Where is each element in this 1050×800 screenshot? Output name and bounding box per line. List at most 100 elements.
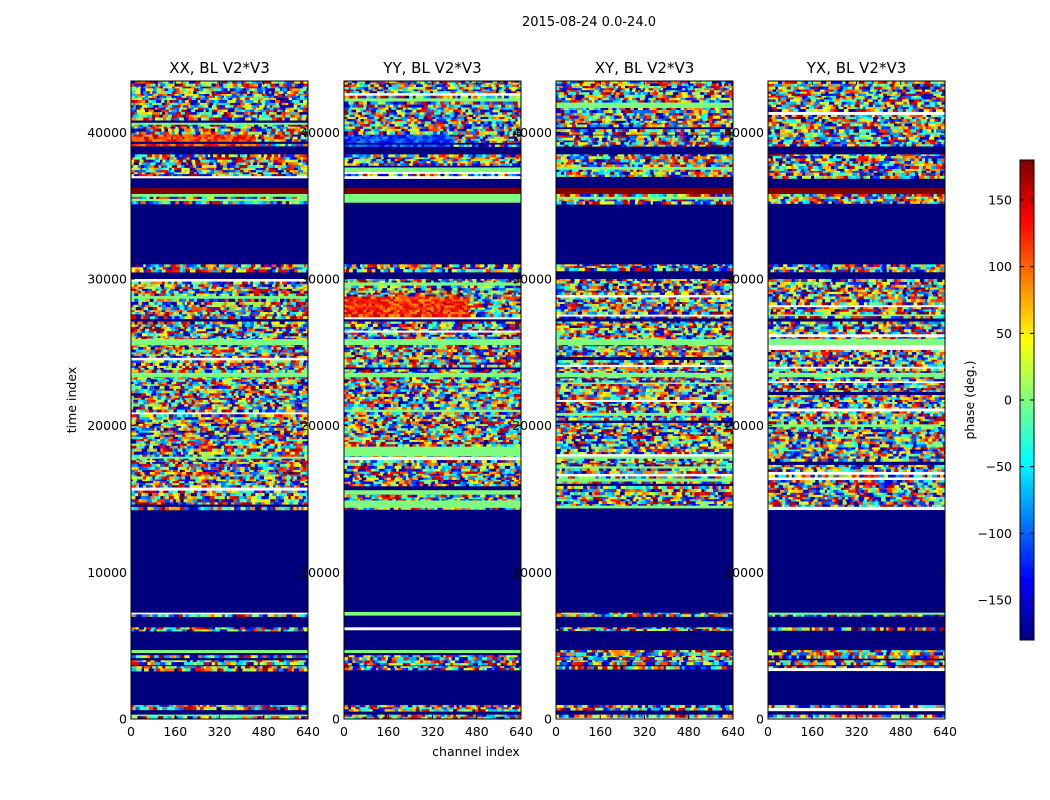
colorbar-tick-label: 50 (996, 326, 1012, 341)
y-tick-label: 30000 (300, 272, 340, 287)
band-noise (344, 81, 521, 135)
band-noise (131, 655, 308, 659)
band-noise (344, 321, 521, 510)
x-tick-label: 480 (252, 724, 276, 739)
x-tick-label: 640 (721, 724, 745, 739)
band-green (556, 339, 733, 345)
colorbar-tick-label: 0 (1004, 393, 1012, 408)
y-tick-label: 40000 (300, 125, 340, 140)
band-green (344, 500, 521, 508)
panel-title: XY, BL V2*V3 (595, 59, 695, 77)
band-noise (768, 321, 945, 511)
band-noise (556, 321, 733, 509)
x-tick-label: 160 (588, 724, 612, 739)
panel-title: YX, BL V2*V3 (806, 59, 907, 77)
band-redish (344, 296, 521, 318)
colorbar-tick-label: 150 (988, 193, 1012, 208)
band-green (344, 193, 521, 203)
band-noise (131, 660, 308, 666)
band-noise (768, 154, 945, 179)
x-tick-label: 320 (421, 724, 445, 739)
band-noise (556, 193, 733, 205)
band-noise (556, 612, 733, 617)
band-noise (344, 660, 521, 666)
band-noise (556, 705, 733, 711)
band-noise (768, 193, 945, 204)
band-noise (344, 655, 521, 661)
y-tick-label: 0 (544, 712, 552, 727)
y-tick-label: 40000 (87, 125, 127, 140)
band-noise (556, 655, 733, 661)
band-noise (768, 627, 945, 631)
band-noise (131, 264, 308, 273)
y-tick-label: 40000 (724, 125, 764, 140)
band-noise (768, 132, 945, 147)
y-tick-label: 10000 (512, 565, 552, 580)
band-green (131, 339, 308, 345)
y-tick-label: 20000 (300, 418, 340, 433)
band-noise (131, 612, 308, 618)
panel-1: XX, BL V2*V3 0 160 320 480 640 0 10000 20000 3000… (87, 59, 320, 739)
panels: XX, BL V2*V3 0 160 320 480 640 0 10000 20000 3000… (87, 59, 957, 739)
y-tick-label: 10000 (87, 565, 127, 580)
y-tick-label: 20000 (87, 418, 127, 433)
band-green (768, 372, 945, 378)
y-tick-label: 40000 (512, 125, 552, 140)
y-tick-label: 0 (119, 712, 127, 727)
y-tick-label: 0 (756, 712, 764, 727)
x-tick-label: 320 (208, 724, 232, 739)
x-tick-label: 480 (677, 724, 701, 739)
band-green (131, 650, 308, 653)
heatmap-cells (344, 81, 521, 719)
band-noise (556, 264, 733, 272)
band-darkred (131, 188, 308, 194)
x-tick-label: 320 (633, 724, 657, 739)
band-noise (131, 627, 308, 632)
x-tick-label: 160 (163, 724, 187, 739)
band-noise (768, 666, 945, 672)
y-tick-label: 10000 (724, 565, 764, 580)
x-axis-label: channel index (432, 744, 520, 759)
figure-title: 2015-08-24 0.0-24.0 (522, 15, 656, 30)
x-tick-label: 640 (296, 724, 320, 739)
y-tick-label: 0 (332, 712, 340, 727)
band-noise (131, 154, 308, 179)
x-tick-label: 640 (509, 724, 533, 739)
band-green (344, 611, 521, 616)
band-green (344, 372, 521, 378)
heatmap-cells (768, 81, 945, 719)
x-tick-label: 0 (764, 724, 772, 739)
band-noise (131, 279, 308, 320)
band-noise (344, 714, 521, 719)
x-tick-label: 0 (340, 724, 348, 739)
x-tick-label: 0 (127, 724, 135, 739)
x-tick-label: 320 (845, 724, 869, 739)
band-noise (768, 279, 945, 319)
heatmap-cells (556, 81, 733, 719)
y-axis-label: time index (64, 367, 79, 433)
x-tick-label: 640 (933, 724, 957, 739)
colorbar-tick-label: −50 (986, 459, 1012, 474)
band-noise (556, 279, 733, 319)
band-darkred (344, 188, 521, 194)
band-darkred (768, 188, 945, 194)
band-green (768, 339, 945, 345)
band-noise (768, 612, 945, 617)
band-noise (344, 154, 521, 179)
band-noise (344, 705, 521, 712)
panel-title: XX, BL V2*V3 (169, 59, 270, 77)
band-green (131, 372, 308, 378)
panel-title: YY, BL V2*V3 (382, 59, 481, 77)
colorbar-ticks: −150 −100 −50 0 50 100 150 (978, 193, 1034, 608)
heatmap-cells (131, 81, 308, 719)
colorbar-tick-label: 100 (988, 259, 1012, 274)
band-noise (768, 81, 945, 133)
panel-2: YY, BL V2*V3 0 160 320 480 640 0 10000 20000 3000… (300, 59, 533, 739)
y-tick-label: 20000 (724, 418, 764, 433)
colorbar-tick-label: −100 (978, 526, 1012, 541)
x-tick-label: 160 (800, 724, 824, 739)
band-noise (768, 655, 945, 659)
band-darkred (556, 188, 733, 194)
band-noise (768, 650, 945, 656)
